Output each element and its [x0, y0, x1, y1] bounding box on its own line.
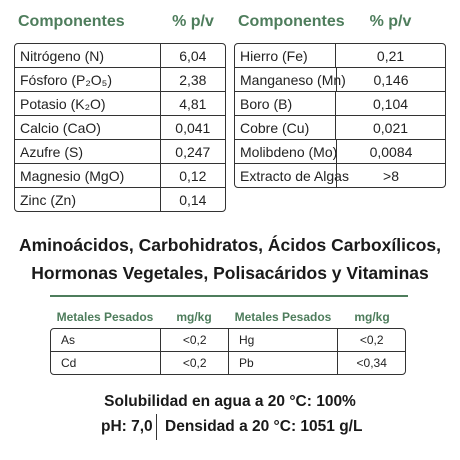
- table-header: Componentes % p/v: [234, 10, 446, 34]
- value-cell: 0,247: [159, 140, 225, 163]
- table-row: Azufre (S) 0,247: [15, 139, 225, 163]
- name-cell: Azufre (S): [20, 143, 84, 160]
- header-cell: Metales Pesados: [234, 310, 332, 324]
- value-cell: 0,104: [335, 92, 445, 115]
- separator: [156, 414, 157, 440]
- table-row: Cobre (Cu) 0,021: [235, 115, 445, 139]
- metals-row: As <0,2 Hg <0,2: [51, 329, 405, 351]
- divider: [50, 295, 408, 297]
- metals-box: As <0,2 Hg <0,2 Cd <0,2 Pb <0,34: [50, 328, 406, 375]
- metals-header: Metales Pesados mg/kg Metales Pesados mg/kg: [50, 308, 406, 326]
- table-row: Nitrógeno (N) 6,04: [15, 44, 225, 67]
- value-cell: 4,81: [159, 92, 225, 115]
- table-header: Componentes % p/v: [14, 10, 226, 34]
- table-row: Boro (B) 0,104: [235, 91, 445, 115]
- value-cell: 0,0084: [336, 140, 445, 163]
- name-cell: Magnesio (MgO): [20, 167, 125, 184]
- value-cell: <0,34: [337, 352, 405, 374]
- metals-row: Cd <0,2 Pb <0,34: [51, 351, 405, 374]
- name-cell: Hg: [228, 329, 337, 351]
- table-row: Molibdeno (Mo) 0,0084: [235, 139, 445, 163]
- table-box: Nitrógeno (N) 6,04 Fósforo (P₂O₅) 2,38 Potas…: [14, 43, 226, 212]
- ph: pH: 7,0: [101, 418, 153, 435]
- name-cell: Cobre (Cu): [240, 119, 310, 136]
- name-cell: Zinc (Zn): [20, 191, 76, 208]
- value-cell: <0,2: [160, 352, 228, 374]
- name-cell: Molibdeno (Mo): [240, 143, 338, 160]
- value-cell: 0,21: [335, 44, 445, 67]
- right-table: Componentes% p/v Hierro (Fe) 0,21 Manganeso…: [234, 10, 446, 188]
- name-cell: Boro (B): [240, 95, 293, 112]
- value-cell: >8: [336, 164, 445, 187]
- value-cell: 0,12: [159, 164, 225, 187]
- value-cell: 6,04: [159, 44, 225, 67]
- header-cell: % p/v: [369, 13, 412, 30]
- table-row: Calcio (CaO) 0,041: [15, 115, 225, 139]
- value-cell: 0,14: [159, 188, 225, 211]
- name-cell: Manganeso (Mn): [240, 71, 346, 88]
- value-cell: 0,021: [335, 116, 445, 139]
- header-cell: % p/v: [172, 13, 214, 30]
- header-cell: mg/kg: [354, 310, 390, 324]
- value-cell: <0,2: [337, 329, 405, 351]
- name-cell: Nitrógeno (N): [20, 47, 105, 64]
- header-cell: Metales Pesados: [56, 310, 154, 324]
- description-line: Aminoácidos, Carbohidratos, Ácidos Carbo…: [18, 235, 442, 255]
- name-cell: Pb: [228, 352, 337, 374]
- table-row: Potasio (K₂O) 4,81: [15, 91, 225, 115]
- name-cell: Potasio (K₂O): [20, 95, 106, 112]
- name-cell: As: [61, 333, 76, 347]
- name-cell: Hierro (Fe): [240, 47, 308, 64]
- table-row: Zinc (Zn) 0,14: [15, 187, 225, 211]
- name-cell: Extracto de Algas: [240, 167, 349, 184]
- description-line: Hormonas Vegetales, Polisacáridos y Vita…: [31, 263, 429, 283]
- header-cell: Componentes: [238, 13, 345, 30]
- metals-table: Metales Pesados mg/kg Metales Pesados mg/kg…: [50, 308, 406, 375]
- value-cell: 0,146: [336, 68, 445, 91]
- table-box: Hierro (Fe) 0,21 Manganeso (Mn) 0,146 Boro (…: [234, 43, 446, 188]
- name-cell: Calcio (CaO): [20, 119, 101, 136]
- table-row: Hierro (Fe) 0,21: [235, 44, 445, 67]
- header-cell: mg/kg: [176, 310, 212, 324]
- value-cell: 2,38: [159, 68, 225, 91]
- density: Densidad a 20 °C: 1051 g/L: [165, 418, 363, 435]
- value-cell: 0,041: [159, 116, 225, 139]
- table-row: Magnesio (MgO) 0,12: [15, 163, 225, 187]
- name-cell: Cd: [61, 356, 77, 370]
- left-table: Componentes% p/v Nitrógeno (N) 6,04 Fósforo…: [14, 10, 226, 212]
- solubility: Solubilidad en agua a 20 °C: 100%: [104, 393, 356, 410]
- name-cell: Fósforo (P₂O₅): [20, 71, 112, 88]
- table-row: Extracto de Algas >8: [235, 163, 445, 187]
- header-cell: Componentes: [18, 13, 125, 30]
- table-row: Manganeso (Mn) 0,146: [235, 67, 445, 91]
- table-row: Fósforo (P₂O₅) 2,38: [15, 67, 225, 91]
- value-cell: <0,2: [160, 329, 228, 351]
